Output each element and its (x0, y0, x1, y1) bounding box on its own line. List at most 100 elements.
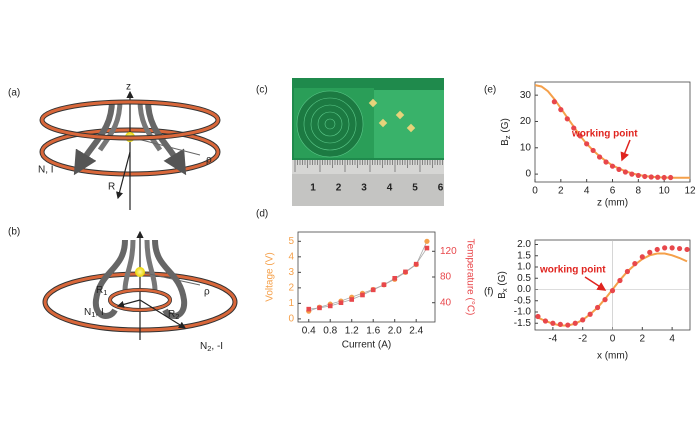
x-axis-label: x (mm) (597, 351, 628, 362)
x-tick-label: 4 (584, 186, 590, 197)
data-point (632, 261, 638, 267)
x-tick-label: 12 (684, 186, 696, 197)
data-point (571, 125, 577, 131)
ruler-ticks (294, 160, 443, 172)
ruler-number: 1 (310, 183, 316, 194)
x-tick-label: 8 (636, 186, 642, 197)
data-point (609, 163, 616, 169)
data-point (542, 318, 549, 324)
data-point (550, 320, 556, 326)
annotation-arrow (584, 276, 607, 291)
data-point (642, 173, 648, 180)
data-point (403, 269, 408, 275)
y-tick-label: 30 (520, 90, 532, 101)
n1-label: N1, I (84, 307, 104, 319)
y-axis-label-part: z (503, 135, 512, 139)
n1-label-part: N (84, 307, 91, 318)
data-point (639, 254, 645, 260)
y-axis-label-part: (G) (497, 271, 508, 288)
annotation-arrow (620, 139, 631, 162)
data-point (535, 313, 541, 320)
illustration-b (42, 230, 238, 340)
y-axis-label: Voltage (V) (265, 252, 276, 301)
data-point (622, 169, 629, 175)
y-tick-label: 1.0 (517, 262, 531, 273)
y-tick-label: -1.5 (514, 318, 532, 329)
x-axis-label: Current (A) (342, 340, 391, 351)
ruler-number: 3 (361, 183, 367, 194)
data-point (668, 174, 674, 181)
data-point (392, 275, 398, 281)
data-point (603, 159, 609, 165)
data-point (684, 246, 690, 253)
panel-label: (f) (484, 287, 493, 298)
x-tick-label: 2.0 (388, 326, 402, 337)
coil-label: N, I (38, 165, 54, 176)
data-point (655, 174, 661, 180)
panel-label: (c) (256, 85, 268, 96)
panel-label: (b) (8, 227, 20, 238)
x-tick-label: 10 (659, 186, 671, 197)
y-tick-label: 1.5 (517, 250, 531, 261)
data-point (596, 154, 603, 160)
y-axis-label-part: B (500, 139, 511, 146)
data-point (306, 306, 312, 312)
data-point (558, 107, 564, 113)
data-point (647, 249, 653, 255)
data-point (609, 288, 616, 294)
data-point (317, 305, 322, 311)
n1-label-part: , I (95, 307, 103, 318)
data-point (564, 116, 570, 122)
data-point (424, 238, 430, 244)
data-point (577, 133, 583, 139)
y-tick-label: 0 (525, 169, 531, 180)
data-point (662, 245, 668, 251)
r2-label-part: 2 (175, 312, 179, 321)
y-tick-label: 0.0 (517, 284, 531, 295)
data-point (424, 245, 430, 251)
y-tick-label: 120 (440, 246, 457, 257)
y-axis-label-part: (G) (500, 118, 511, 135)
y-tick-label: -1.0 (514, 307, 532, 318)
data-point (602, 297, 608, 303)
connector-line (308, 241, 428, 312)
y-axis-label: Bx (G) (497, 271, 509, 299)
y-axis-label-part: x (500, 288, 509, 292)
n2-label-part: 2 (207, 344, 211, 353)
data-point (590, 147, 596, 154)
data-point (338, 300, 344, 306)
y-tick-label: 2.0 (517, 239, 531, 250)
rho-label: ρ (204, 287, 210, 298)
connector-line (308, 247, 428, 310)
data-point (617, 277, 623, 284)
data-point (572, 320, 578, 326)
x-tick-label: -4 (548, 334, 557, 345)
x-tick-label: 0 (610, 334, 616, 345)
r1-label: R1 (96, 285, 107, 297)
x-axis-label: z (mm) (597, 198, 628, 209)
data-point (676, 245, 683, 252)
x-tick-label: -2 (578, 334, 587, 345)
y2-axis-label: Temperature (°C) (464, 239, 475, 316)
x-tick-label: 2.4 (409, 326, 423, 337)
data-point (551, 99, 557, 105)
n2-label: N2, -I (200, 341, 223, 353)
ruler-number: 2 (336, 183, 342, 194)
x-tick-label: 1.2 (345, 326, 359, 337)
y-tick-label: 3 (288, 267, 294, 278)
data-point (624, 268, 631, 275)
data-point (654, 246, 660, 253)
y-tick-label: 0 (288, 314, 294, 325)
data-point (580, 317, 586, 323)
axis-label: z (126, 82, 131, 93)
y-axis-label-part: B (497, 292, 508, 299)
n2-label-part: N (200, 341, 207, 352)
y-tick-label: 10 (520, 142, 532, 153)
rho-label: ρ (206, 155, 212, 166)
data-point (565, 322, 571, 328)
x-tick-label: 0 (532, 186, 538, 197)
data-point (661, 174, 667, 181)
y-tick-label: 4 (288, 251, 294, 262)
radius-label: R (108, 182, 115, 193)
